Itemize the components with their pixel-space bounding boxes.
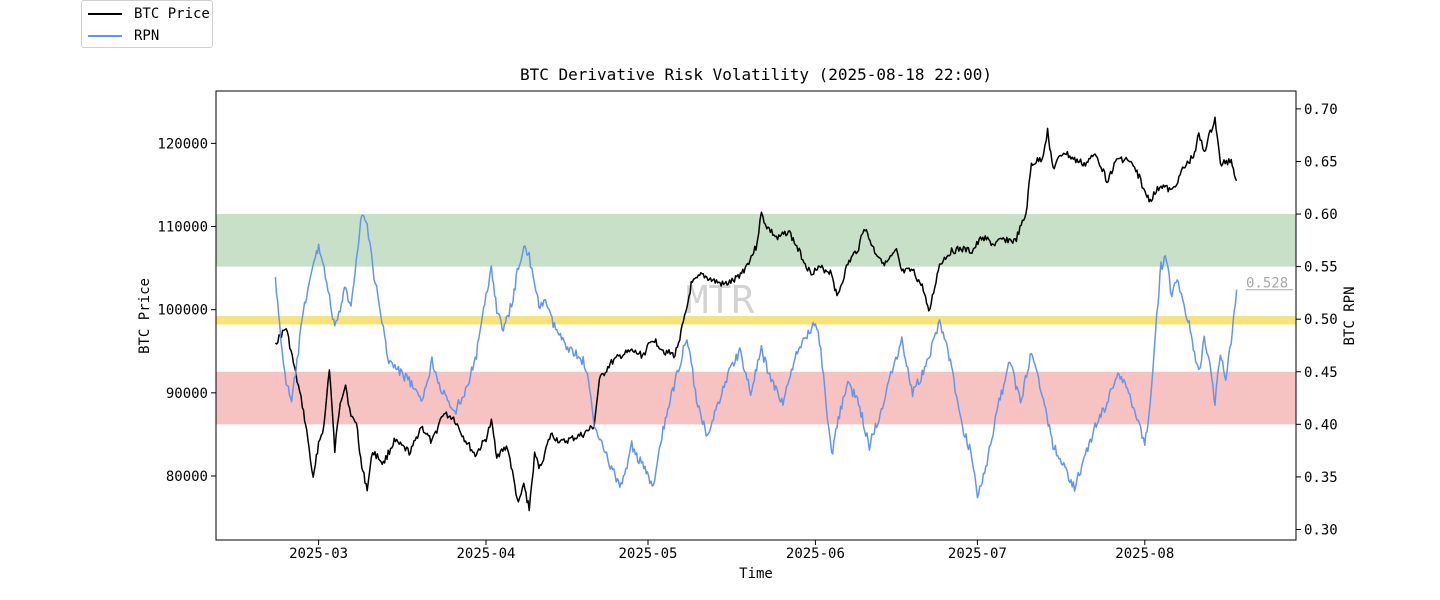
y-axis-right: 0.30 0.35 0.40 0.45 0.50 0.55 0.60 0.65 0.70 [1296, 102, 1338, 538]
x-axis-label: Time [739, 566, 773, 582]
x-tick-label: 2025-06 [786, 546, 845, 562]
legend: BTC Price RPN [81, 0, 213, 48]
series-line-btc-price [274, 116, 1238, 512]
neutral-line [216, 316, 1296, 325]
legend-label-rpn: RPN [134, 28, 160, 44]
watermark: MTR [686, 278, 755, 322]
y-left-tick-label: 90000 [166, 386, 208, 402]
y-right-tick-label: 0.55 [1304, 260, 1338, 276]
y-right-tick-label: 0.30 [1304, 522, 1338, 538]
y-left-tick-label: 100000 [157, 303, 208, 319]
y-right-tick-label: 0.35 [1304, 470, 1338, 486]
y-left-tick-label: 110000 [157, 220, 208, 236]
legend-item-rpn: RPN [88, 26, 159, 46]
y-axis-left-label: BTC Price [137, 278, 153, 354]
y-axis-left: 80000 90000 100000 110000 120000 [157, 136, 216, 485]
low-risk-band [216, 371, 1296, 425]
y-right-tick-label: 0.40 [1304, 417, 1338, 433]
y-left-tick-label: 80000 [166, 469, 208, 485]
plot-area-frame [215, 90, 1297, 541]
last-value-marker: 0.528 [1246, 276, 1293, 292]
legend-item-btc-price: BTC Price [88, 4, 210, 24]
y-right-tick-label: 0.65 [1304, 154, 1338, 170]
x-tick-label: 2025-03 [289, 546, 348, 562]
high-risk-band [216, 214, 1296, 267]
x-tick-label: 2025-04 [456, 546, 515, 562]
y-right-tick-label: 0.45 [1304, 365, 1338, 381]
y-left-tick-label: 120000 [157, 136, 208, 152]
legend-swatch-btc-price [88, 13, 122, 15]
y-right-tick-label: 0.60 [1304, 207, 1338, 223]
x-tick-label: 2025-07 [948, 546, 1007, 562]
chart-title: BTC Derivative Risk Volatility (2025-08-… [520, 65, 992, 84]
x-tick-label: 2025-05 [618, 546, 677, 562]
series-layer [274, 116, 1238, 512]
x-axis: 2025-03 2025-04 2025-05 2025-06 2025-07 2025-… [289, 540, 1174, 562]
bands-layer [216, 214, 1296, 425]
legend-label-btc-price: BTC Price [134, 6, 210, 22]
legend-swatch-rpn [88, 35, 122, 37]
series-line-rpn [274, 214, 1238, 499]
last-value-label: 0.528 [1246, 276, 1288, 292]
y-right-tick-label: 0.70 [1304, 102, 1338, 118]
x-tick-label: 2025-08 [1115, 546, 1174, 562]
y-right-tick-label: 0.50 [1304, 312, 1338, 328]
y-axis-right-label: BTC RPN [1342, 286, 1358, 345]
